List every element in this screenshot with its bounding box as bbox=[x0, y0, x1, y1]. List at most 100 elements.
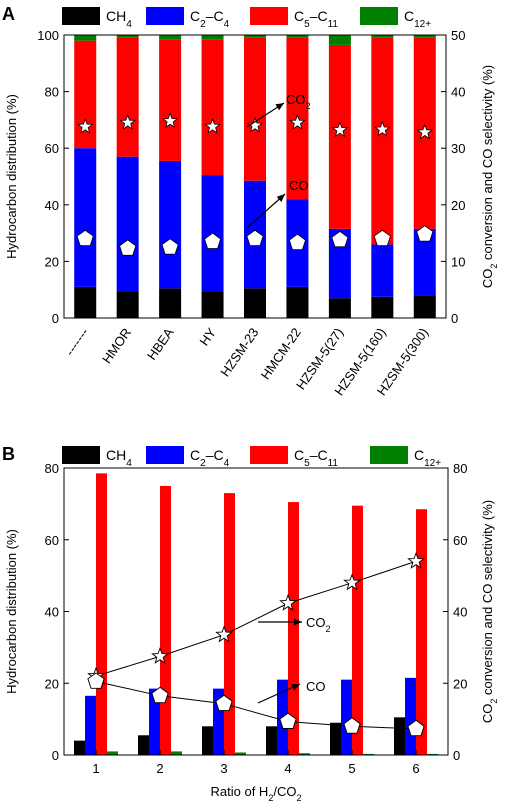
co-annotation-arrowhead bbox=[276, 194, 285, 202]
bar-segment-C12-3 bbox=[201, 35, 224, 40]
bar-CH4-2 bbox=[202, 726, 213, 755]
left-tick-label-60: 60 bbox=[45, 533, 59, 548]
bar-segment-C2C4-2 bbox=[159, 160, 182, 289]
co2-marker-0 bbox=[77, 118, 94, 134]
legend-swatch-C12 bbox=[360, 7, 398, 25]
panel-b-letter: B bbox=[2, 444, 15, 464]
left-tick-label-20: 20 bbox=[45, 254, 59, 269]
co-marker-4 bbox=[343, 717, 361, 734]
legend-swatch-C2C4 bbox=[146, 7, 184, 25]
bar-segment-C12-8 bbox=[413, 35, 436, 38]
bar-C12-4 bbox=[363, 753, 374, 755]
legend-swatch-CH4 bbox=[62, 446, 100, 464]
bar-C12-0 bbox=[107, 751, 118, 755]
left-tick-label-0: 0 bbox=[52, 748, 59, 763]
bar-C5C11-2 bbox=[224, 493, 235, 755]
co-marker-8 bbox=[416, 225, 434, 242]
right-tick-label-60: 60 bbox=[453, 533, 467, 548]
left-axis-label: Hydrocarbon distribution (%) bbox=[4, 529, 19, 694]
right-tick-label-10: 10 bbox=[451, 254, 465, 269]
panel-a-letter: A bbox=[2, 4, 15, 24]
left-tick-label-100: 100 bbox=[37, 28, 59, 43]
bar-segment-CH4-0 bbox=[74, 286, 97, 318]
co2-marker-2 bbox=[161, 112, 179, 129]
bar-C12-1 bbox=[171, 751, 182, 755]
legend-swatch-C5C11 bbox=[250, 7, 288, 25]
bar-segment-CH4-3 bbox=[201, 291, 224, 318]
co-marker-1 bbox=[151, 686, 169, 704]
legend-swatch-CH4 bbox=[62, 7, 100, 25]
bar-segment-C2C4-0 bbox=[74, 148, 97, 287]
legend-swatch-C12 bbox=[370, 446, 408, 464]
bar-C5C11-4 bbox=[352, 505, 363, 755]
bar-C2C4-0 bbox=[85, 695, 96, 755]
bar-segment-C2C4-1 bbox=[116, 156, 139, 292]
bar-CH4-5 bbox=[394, 717, 405, 755]
co-marker-2 bbox=[215, 694, 233, 712]
bar-segment-CH4-2 bbox=[159, 288, 182, 318]
co2-marker-8 bbox=[416, 123, 433, 140]
co2-marker-6 bbox=[331, 121, 349, 138]
co2-marker-7 bbox=[374, 120, 391, 137]
bar-C5C11-1 bbox=[160, 485, 171, 755]
right-axis-label: CO2 conversion and CO selectivity (%) bbox=[480, 65, 499, 288]
legend-swatch-C2C4 bbox=[146, 446, 184, 464]
x-tick-label-4: 5 bbox=[348, 761, 355, 776]
bar-CH4-1 bbox=[138, 735, 149, 755]
bar-segment-CH4-8 bbox=[413, 295, 436, 318]
co-marker-2 bbox=[161, 238, 179, 255]
bar-segment-C5C11-3 bbox=[201, 39, 224, 176]
right-tick-label-20: 20 bbox=[453, 676, 467, 691]
left-tick-label-60: 60 bbox=[45, 141, 59, 156]
co2-annotation-label: CO2 bbox=[306, 615, 331, 634]
bar-segment-C12-4 bbox=[244, 35, 266, 38]
left-tick-label-40: 40 bbox=[45, 198, 59, 213]
x-tick-label-3: 4 bbox=[284, 761, 291, 776]
co2-marker-3 bbox=[279, 593, 297, 611]
right-tick-label-40: 40 bbox=[453, 605, 467, 620]
co-annotation-arrow bbox=[246, 193, 286, 229]
x-tick-label-3: HY bbox=[196, 325, 219, 349]
bar-C5C11-5 bbox=[416, 509, 427, 755]
legend-label-C12: C12+ bbox=[414, 447, 441, 469]
x-tick-label-0: 1 bbox=[92, 761, 99, 776]
bar-C12-5 bbox=[427, 753, 438, 755]
legend-label-C5C11: C5–C11 bbox=[294, 447, 338, 469]
x-tick-label-5: HMCM-22 bbox=[258, 325, 304, 382]
legend-label-C12: C12+ bbox=[404, 8, 431, 30]
bar-CH4-3 bbox=[266, 726, 277, 755]
co-annotation-label: CO bbox=[289, 178, 309, 193]
bar-segment-C12-0 bbox=[74, 35, 97, 41]
right-tick-label-40: 40 bbox=[451, 85, 465, 100]
bar-segment-CH4-7 bbox=[371, 296, 394, 318]
bar-segment-C5C11-7 bbox=[371, 37, 394, 245]
co2-marker-4 bbox=[246, 116, 264, 133]
co2-marker-1 bbox=[151, 647, 169, 664]
co2-annotation-arrowhead bbox=[294, 618, 302, 626]
co-marker-1 bbox=[119, 239, 137, 256]
bar-C2C4-5 bbox=[405, 677, 416, 755]
co2-marker-5 bbox=[289, 114, 306, 130]
bar-C2C4-2 bbox=[213, 688, 224, 755]
plot-frame-b bbox=[63, 467, 449, 756]
co-marker-6 bbox=[331, 230, 349, 248]
bar-segment-CH4-4 bbox=[244, 288, 266, 318]
left-axis-label: Hydrocarbon distribution (%) bbox=[4, 94, 19, 259]
right-tick-label-0: 0 bbox=[451, 311, 458, 326]
bar-segment-C5C11-0 bbox=[74, 40, 97, 149]
bar-segment-CH4-6 bbox=[328, 298, 351, 318]
bar-segment-C12-2 bbox=[159, 35, 182, 40]
co-marker-3 bbox=[279, 712, 297, 729]
bar-C5C11-0 bbox=[96, 473, 107, 755]
right-tick-label-80: 80 bbox=[453, 461, 467, 476]
bar-CH4-0 bbox=[74, 740, 85, 755]
co2-line bbox=[95, 560, 417, 677]
bar-segment-C5C11-2 bbox=[159, 39, 182, 161]
bar-segment-C12-5 bbox=[286, 35, 309, 38]
x-tick-label-2: HBEA bbox=[144, 325, 177, 363]
right-tick-label-50: 50 bbox=[451, 28, 465, 43]
legend-label-CH4: CH4 bbox=[106, 8, 132, 30]
legend-label-C5C11: C5–C11 bbox=[294, 8, 338, 30]
bar-segment-C5C11-1 bbox=[116, 37, 139, 157]
